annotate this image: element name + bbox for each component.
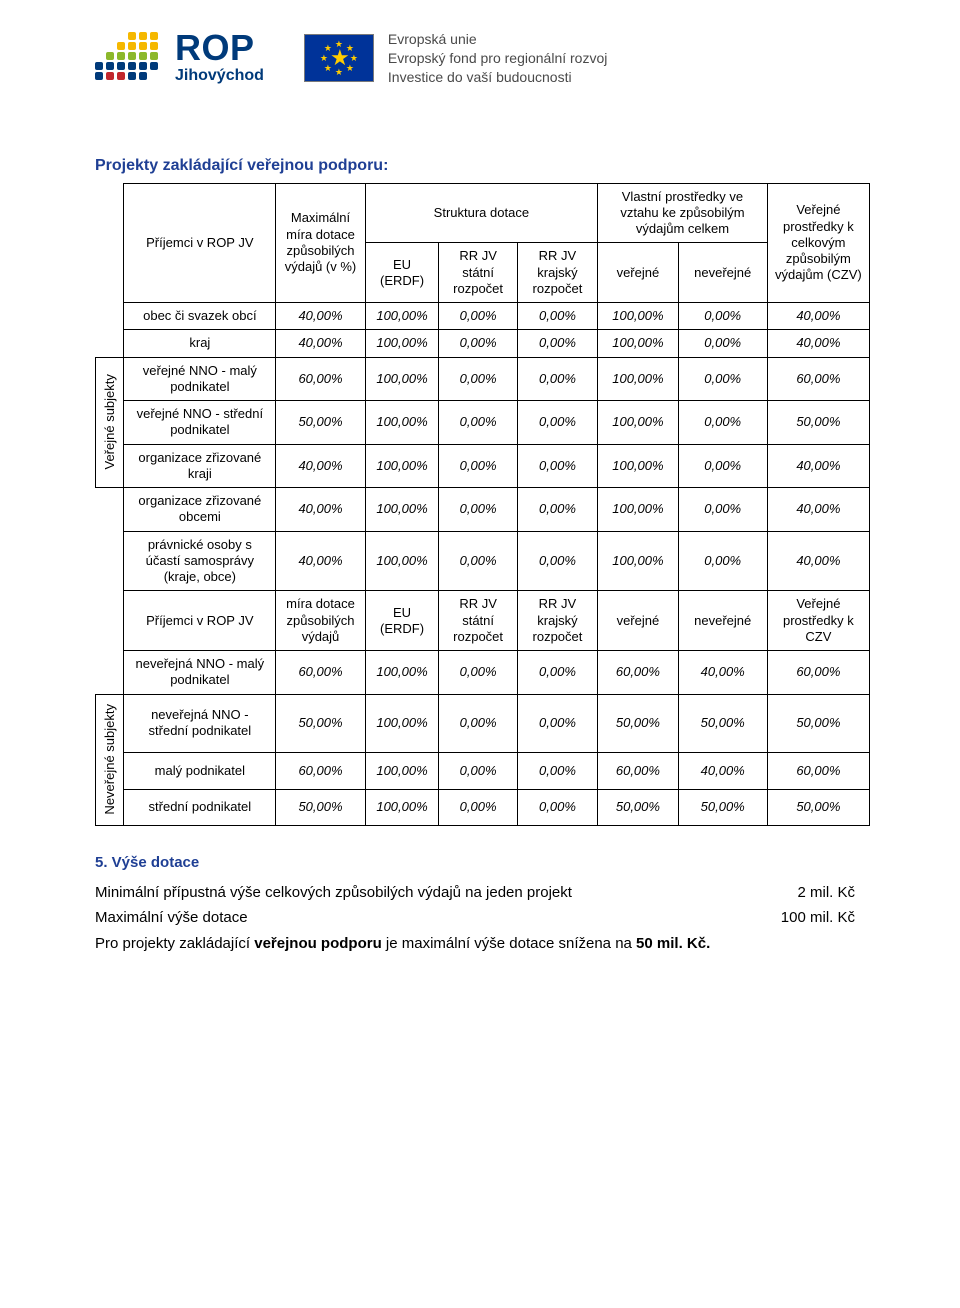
row-label: organizace zřizované kraji	[124, 444, 276, 488]
eu-line3: Investice do vaší budoucnosti	[388, 68, 607, 87]
section5-heading: 5. Výše dotace	[95, 850, 870, 876]
table-row: neveřejná NNO - malý podnikatel 60,00% 1…	[96, 651, 870, 695]
eu-logo-block: ★ ★ ★ ★ ★ ★ ★ ★ ★ Evropská unie Ev	[304, 30, 607, 87]
section5-line1: Minimální přípustná výše celkových způso…	[95, 880, 572, 906]
row-label: neveřejná NNO - malý podnikatel	[124, 651, 276, 695]
hdr-recip: Příjemci v ROP JV	[124, 183, 276, 303]
page-title: Projekty zakládající veřejnou podporu:	[95, 157, 870, 175]
side-neverejne: Neveřejné subjekty	[96, 694, 124, 826]
mid-recip: Příjemci v ROP JV	[124, 591, 276, 651]
mid-neverejne: neveřejné	[678, 591, 767, 651]
row-label: veřejné NNO - střední podnikatel	[124, 401, 276, 445]
hdr-krajsky: RR JV krajský rozpočet	[517, 243, 597, 303]
table-row: obec či svazek obcí 40,00% 100,00% 0,00%…	[96, 303, 870, 330]
hdr-rate: Maximální míra dotace způsobilých výdajů…	[276, 183, 365, 303]
section5-line2: Maximální výše dotace	[95, 905, 248, 931]
table-row: právnické osoby s účastí samosprávy (kra…	[96, 531, 870, 591]
table-row: organizace zřizované kraji 40,00% 100,00…	[96, 444, 870, 488]
rop-dots-icon	[95, 32, 165, 82]
eu-line2: Evropský fond pro regionální rozvoj	[388, 49, 607, 68]
rop-subtitle: Jihovýchod	[175, 68, 264, 84]
table-row: veřejné NNO - střední podnikatel 50,00% …	[96, 401, 870, 445]
table-row: kraj 40,00% 100,00% 0,00% 0,00% 100,00% …	[96, 330, 870, 357]
mid-pub: Veřejné prostředky k CZV	[767, 591, 869, 651]
mid-eu: EU (ERDF)	[365, 591, 439, 651]
mid-verejne: veřejné	[598, 591, 678, 651]
table-row: malý podnikatel 60,00% 100,00% 0,00% 0,0…	[96, 753, 870, 790]
hdr-verejne: veřejné	[598, 243, 678, 303]
eu-flag-icon: ★ ★ ★ ★ ★ ★ ★ ★ ★	[304, 34, 374, 82]
funding-table: Příjemci v ROP JV Maximální míra dotace …	[95, 183, 870, 827]
row-label: kraj	[124, 330, 276, 357]
row-label: malý podnikatel	[124, 753, 276, 790]
row-label: obec či svazek obcí	[124, 303, 276, 330]
hdr-eu: EU (ERDF)	[365, 243, 439, 303]
section5-line3: Pro projekty zakládající veřejnou podpor…	[95, 931, 870, 957]
hdr-pub: Veřejné prostředky k celkovým způsobilým…	[767, 183, 869, 303]
header-logos: ROP Jihovýchod ★ ★ ★ ★ ★ ★ ★ ★ ★	[95, 30, 870, 87]
section5-val1: 2 mil. Kč	[797, 880, 855, 906]
table-row: střední podnikatel 50,00% 100,00% 0,00% …	[96, 789, 870, 826]
side-verejne: Veřejné subjekty	[96, 357, 124, 488]
section5-val2: 100 mil. Kč	[781, 905, 855, 931]
hdr-statni: RR JV státní rozpočet	[439, 243, 517, 303]
table-row: Neveřejné subjekty neveřejná NNO - střed…	[96, 694, 870, 752]
row-label: veřejné NNO - malý podnikatel	[124, 357, 276, 401]
table-row: organizace zřizované obcemi 40,00% 100,0…	[96, 488, 870, 532]
hdr-struct: Struktura dotace	[365, 183, 598, 243]
rop-title: ROP	[175, 30, 264, 66]
row-label: právnické osoby s účastí samosprávy (kra…	[124, 531, 276, 591]
row-label: organizace zřizované obcemi	[124, 488, 276, 532]
mid-rate: míra dotace způsobilých výdajů	[276, 591, 365, 651]
mid-krajsky: RR JV krajský rozpočet	[517, 591, 597, 651]
hdr-neverejne: neveřejné	[678, 243, 767, 303]
hdr-own: Vlastní prostředky ve vztahu ke způsobil…	[598, 183, 768, 243]
section-5: 5. Výše dotace Minimální přípustná výše …	[95, 850, 870, 956]
table-row: Veřejné subjekty veřejné NNO - malý podn…	[96, 357, 870, 401]
mid-statni: RR JV státní rozpočet	[439, 591, 517, 651]
row-label: střední podnikatel	[124, 789, 276, 826]
row-label: neveřejná NNO - střední podnikatel	[124, 694, 276, 752]
rop-logo: ROP Jihovýchod	[95, 30, 264, 84]
eu-line1: Evropská unie	[388, 30, 607, 49]
